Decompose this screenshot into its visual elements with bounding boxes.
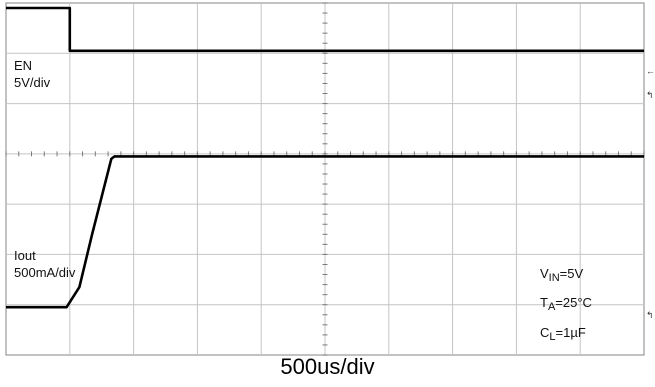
- timebase-label: 500us/div: [280, 354, 375, 379]
- en-trace: [6, 6, 644, 53]
- condition-vin: VIN=5V: [540, 266, 584, 284]
- en-trigger-marker: ↰: [646, 90, 654, 100]
- iout-trace: [6, 155, 644, 309]
- condition-ta: TA=25°C: [540, 295, 592, 313]
- condition-cl: CL=1µF: [540, 325, 586, 343]
- en-channel-name: EN: [14, 58, 33, 73]
- iout-channel-scale: 500mA/div: [14, 265, 76, 280]
- en-ground-marker: ←: [646, 66, 655, 76]
- en-channel-scale: 5V/div: [14, 75, 51, 90]
- iout-channel-name: Iout: [14, 248, 36, 263]
- iout-ground-marker: ↰: [646, 310, 654, 320]
